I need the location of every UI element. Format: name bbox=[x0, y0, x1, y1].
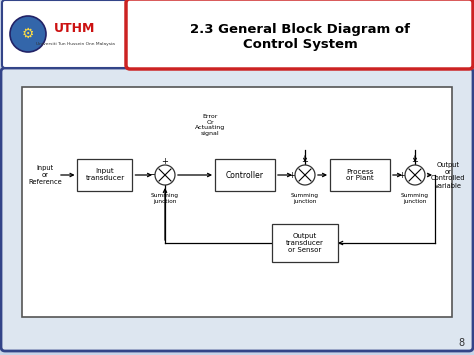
Text: Input
or
Reference: Input or Reference bbox=[28, 165, 62, 185]
FancyBboxPatch shape bbox=[126, 0, 473, 69]
FancyBboxPatch shape bbox=[2, 0, 128, 68]
Text: +: + bbox=[289, 170, 295, 180]
Circle shape bbox=[155, 165, 175, 185]
FancyBboxPatch shape bbox=[1, 68, 473, 351]
Bar bbox=[272, 224, 338, 262]
Text: −: − bbox=[148, 170, 156, 180]
Text: Summing
junction: Summing junction bbox=[151, 193, 179, 204]
Text: 2.3 General Block Diagram of
Control System: 2.3 General Block Diagram of Control Sys… bbox=[190, 23, 410, 51]
Bar bbox=[330, 159, 390, 191]
Text: Error
Or
Actuating
signal: Error Or Actuating signal bbox=[195, 114, 225, 136]
Text: Summing
junction: Summing junction bbox=[291, 193, 319, 204]
Text: 8: 8 bbox=[459, 338, 465, 348]
Text: +: + bbox=[411, 158, 419, 166]
Bar bbox=[22, 87, 452, 317]
Text: Process
or Plant: Process or Plant bbox=[346, 169, 374, 181]
Text: ⚙: ⚙ bbox=[22, 27, 34, 41]
Bar bbox=[78, 159, 133, 191]
Text: Universiti Tun Hussein Onn Malaysia: Universiti Tun Hussein Onn Malaysia bbox=[36, 42, 114, 46]
Text: +: + bbox=[399, 170, 405, 180]
Text: UTHM: UTHM bbox=[55, 22, 96, 34]
Circle shape bbox=[10, 16, 46, 52]
Text: Input
transducer: Input transducer bbox=[85, 169, 125, 181]
Text: Summing
junction: Summing junction bbox=[401, 193, 429, 204]
Text: Controller: Controller bbox=[226, 170, 264, 180]
Text: +: + bbox=[301, 158, 309, 166]
Bar bbox=[215, 159, 275, 191]
Text: Output
transducer
or Sensor: Output transducer or Sensor bbox=[286, 233, 324, 253]
Circle shape bbox=[295, 165, 315, 185]
Text: Output
or
Controlled
variable: Output or Controlled variable bbox=[431, 162, 465, 189]
Text: +: + bbox=[162, 158, 168, 166]
Circle shape bbox=[405, 165, 425, 185]
